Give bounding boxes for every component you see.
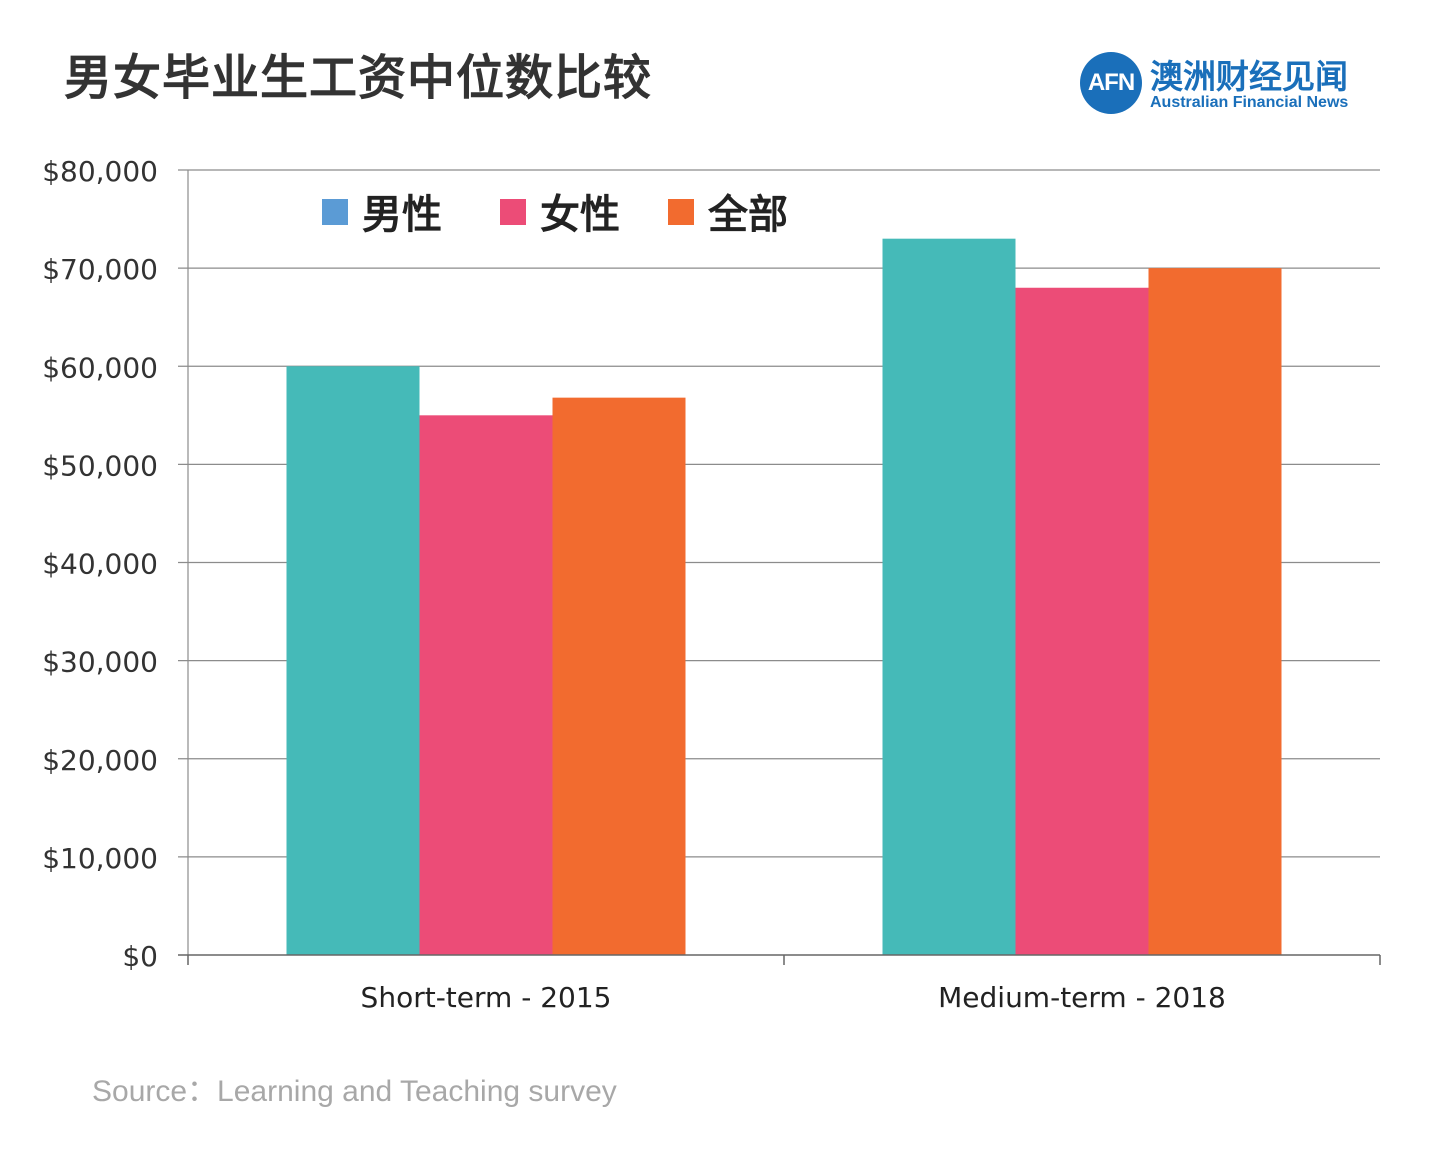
legend-label-female: 女性 — [540, 192, 620, 238]
legend-label-male: 男性 — [362, 192, 442, 238]
bar-male-1 — [882, 238, 1016, 955]
y-tick-label: $60,000 — [42, 351, 158, 384]
bar-female-0 — [419, 415, 553, 955]
y-tick-label: $40,000 — [42, 548, 158, 581]
x-tick-label: Short-term - 2015 — [361, 981, 612, 1014]
brand-name-en: Australian Financial News — [1150, 94, 1349, 111]
y-tick-label: $70,000 — [42, 253, 158, 286]
brand-logo-block: AFN 澳洲财经见闻 Australian Financial News — [1080, 50, 1380, 120]
legend: 男性 女性 全部 — [322, 192, 788, 238]
bars — [286, 238, 1282, 955]
legend-label-all: 全部 — [707, 192, 788, 238]
axes — [178, 170, 1381, 965]
y-tick-label: $30,000 — [42, 646, 158, 679]
legend-swatch-all — [668, 199, 694, 225]
source-note: Source：Learning and Teaching survey — [92, 1075, 617, 1108]
y-axis-ticks: $0 $10,000 $20,000 $30,000 $40,000 $50,000 $60… — [42, 155, 158, 973]
brand-name-cn: 澳洲财经见闻 — [1150, 57, 1348, 96]
chart-title: 男女毕业生工资中位数比较 — [64, 50, 653, 106]
y-tick-label: $80,000 — [42, 155, 158, 188]
afn-logo-icon: AFN — [1080, 52, 1142, 114]
y-tick-label: $0 — [122, 940, 158, 973]
bar-all-0 — [552, 397, 686, 955]
legend-swatch-male — [322, 199, 348, 225]
x-tick-label: Medium-term - 2018 — [938, 981, 1226, 1014]
legend-swatch-female — [500, 199, 526, 225]
y-tick-label: $20,000 — [42, 744, 158, 777]
bar-male-0 — [286, 366, 420, 955]
bar-all-1 — [1148, 268, 1282, 955]
x-axis-labels: Short-term - 2015 Medium-term - 2018 — [361, 981, 1226, 1014]
y-tick-label: $50,000 — [42, 449, 158, 482]
bar-female-1 — [1015, 287, 1149, 955]
y-tick-label: $10,000 — [42, 842, 158, 875]
